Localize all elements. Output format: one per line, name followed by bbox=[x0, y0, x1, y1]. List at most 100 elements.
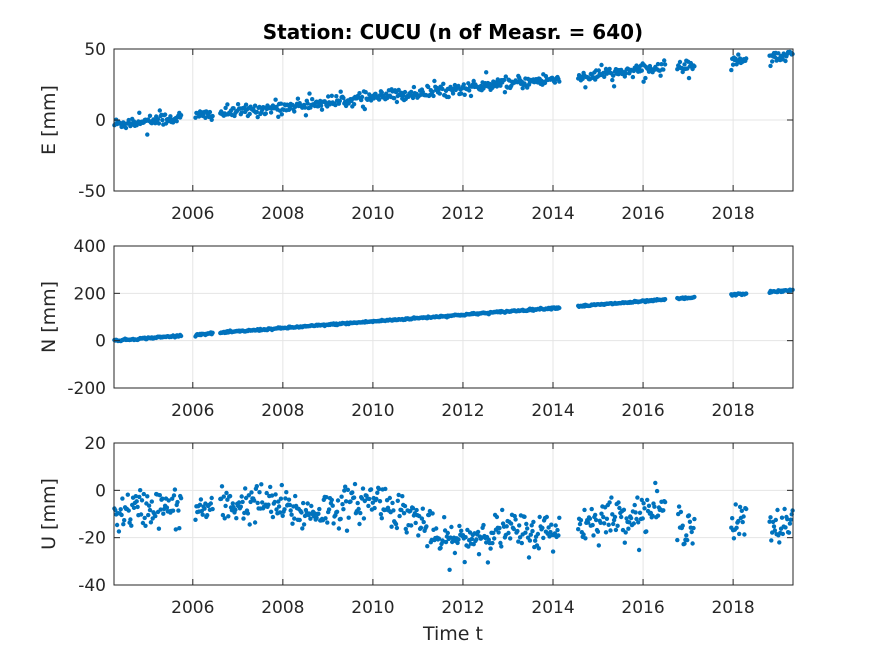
data-point bbox=[389, 524, 394, 529]
data-point bbox=[377, 499, 383, 504]
y-axis-label: U [mm] bbox=[38, 478, 60, 550]
data-point bbox=[459, 91, 464, 96]
data-point bbox=[787, 521, 793, 526]
data-point bbox=[607, 500, 612, 505]
data-point bbox=[178, 113, 184, 118]
data-point bbox=[118, 507, 123, 512]
data-point bbox=[542, 80, 548, 86]
data-point bbox=[137, 494, 142, 500]
data-point bbox=[302, 105, 308, 110]
data-point bbox=[293, 493, 298, 499]
data-point bbox=[374, 496, 379, 502]
data-point bbox=[491, 530, 496, 536]
data-point bbox=[736, 518, 741, 524]
data-point bbox=[769, 538, 774, 543]
data-point bbox=[589, 506, 594, 512]
data-point bbox=[543, 74, 549, 79]
panels: 2006 2008 2010 2012 2014 2016 2018 -50 0 50 E [mm]… bbox=[38, 40, 795, 618]
data-point bbox=[396, 492, 401, 498]
data-point bbox=[675, 537, 680, 543]
data-point bbox=[137, 110, 142, 116]
data-points-east bbox=[112, 49, 795, 137]
data-point bbox=[358, 510, 363, 516]
data-point bbox=[227, 493, 233, 499]
data-point bbox=[314, 515, 319, 520]
data-point bbox=[367, 496, 372, 502]
data-point bbox=[583, 85, 588, 90]
data-point bbox=[494, 84, 500, 89]
data-point bbox=[686, 75, 692, 81]
data-point bbox=[459, 528, 464, 533]
data-point bbox=[383, 486, 388, 492]
data-points-up bbox=[112, 480, 795, 572]
data-point bbox=[578, 518, 584, 523]
data-point bbox=[329, 93, 334, 99]
data-point bbox=[343, 499, 349, 504]
data-point bbox=[770, 59, 775, 64]
data-point bbox=[446, 94, 451, 100]
data-point bbox=[504, 524, 509, 529]
data-point bbox=[731, 536, 737, 541]
data-point bbox=[284, 490, 289, 495]
data-point bbox=[402, 503, 408, 509]
data-point bbox=[497, 525, 502, 531]
data-point bbox=[661, 508, 666, 513]
data-point bbox=[145, 132, 150, 137]
data-point bbox=[153, 513, 158, 519]
data-point bbox=[210, 506, 215, 512]
x-tick-label: 2012 bbox=[441, 401, 484, 421]
data-point bbox=[641, 501, 646, 506]
data-point bbox=[120, 496, 125, 501]
data-point bbox=[404, 530, 409, 535]
data-point bbox=[471, 78, 476, 84]
data-point bbox=[636, 547, 642, 553]
data-point bbox=[486, 537, 491, 542]
data-point bbox=[288, 508, 293, 513]
data-point bbox=[772, 528, 778, 533]
data-point bbox=[276, 504, 282, 509]
data-point bbox=[249, 490, 254, 495]
data-point bbox=[742, 532, 747, 537]
data-point bbox=[205, 513, 210, 518]
data-point bbox=[226, 514, 231, 519]
data-point bbox=[461, 82, 466, 87]
data-point bbox=[299, 510, 304, 515]
panel-east: 2006 2008 2010 2012 2014 2016 2018 -50 0 50 E [mm] bbox=[38, 40, 795, 224]
data-point bbox=[687, 519, 693, 524]
data-point bbox=[203, 115, 208, 121]
data-point bbox=[351, 495, 357, 500]
data-point bbox=[236, 500, 242, 505]
data-point bbox=[474, 537, 479, 542]
data-point bbox=[279, 112, 284, 117]
data-point bbox=[334, 94, 339, 99]
data-point bbox=[450, 91, 456, 96]
data-point bbox=[278, 101, 284, 106]
y-tick-label: 20 bbox=[84, 434, 106, 454]
y-tick-label: 50 bbox=[84, 40, 106, 60]
panel-north: 2006 2008 2010 2012 2014 2016 2018 -200 0 200 400 N… bbox=[38, 237, 795, 421]
data-point bbox=[490, 540, 495, 546]
x-tick-label: 2016 bbox=[621, 598, 664, 618]
data-point bbox=[277, 510, 283, 515]
x-tick-label: 2006 bbox=[171, 401, 214, 421]
data-point bbox=[143, 523, 148, 528]
data-point bbox=[303, 113, 309, 118]
data-point bbox=[662, 499, 668, 505]
data-point bbox=[744, 291, 749, 296]
data-point bbox=[635, 495, 640, 500]
data-point bbox=[410, 95, 416, 101]
data-point bbox=[331, 521, 336, 526]
data-point bbox=[276, 499, 281, 504]
data-point bbox=[355, 500, 360, 506]
data-point bbox=[525, 526, 530, 531]
data-point bbox=[257, 104, 262, 110]
data-point bbox=[785, 517, 790, 522]
y-tick-label: 200 bbox=[74, 284, 106, 304]
data-point bbox=[198, 497, 204, 502]
data-point bbox=[338, 516, 343, 522]
data-point bbox=[520, 86, 525, 91]
data-point bbox=[287, 502, 293, 508]
data-point bbox=[476, 552, 482, 557]
axes-box bbox=[113, 245, 794, 389]
data-point bbox=[777, 540, 782, 545]
